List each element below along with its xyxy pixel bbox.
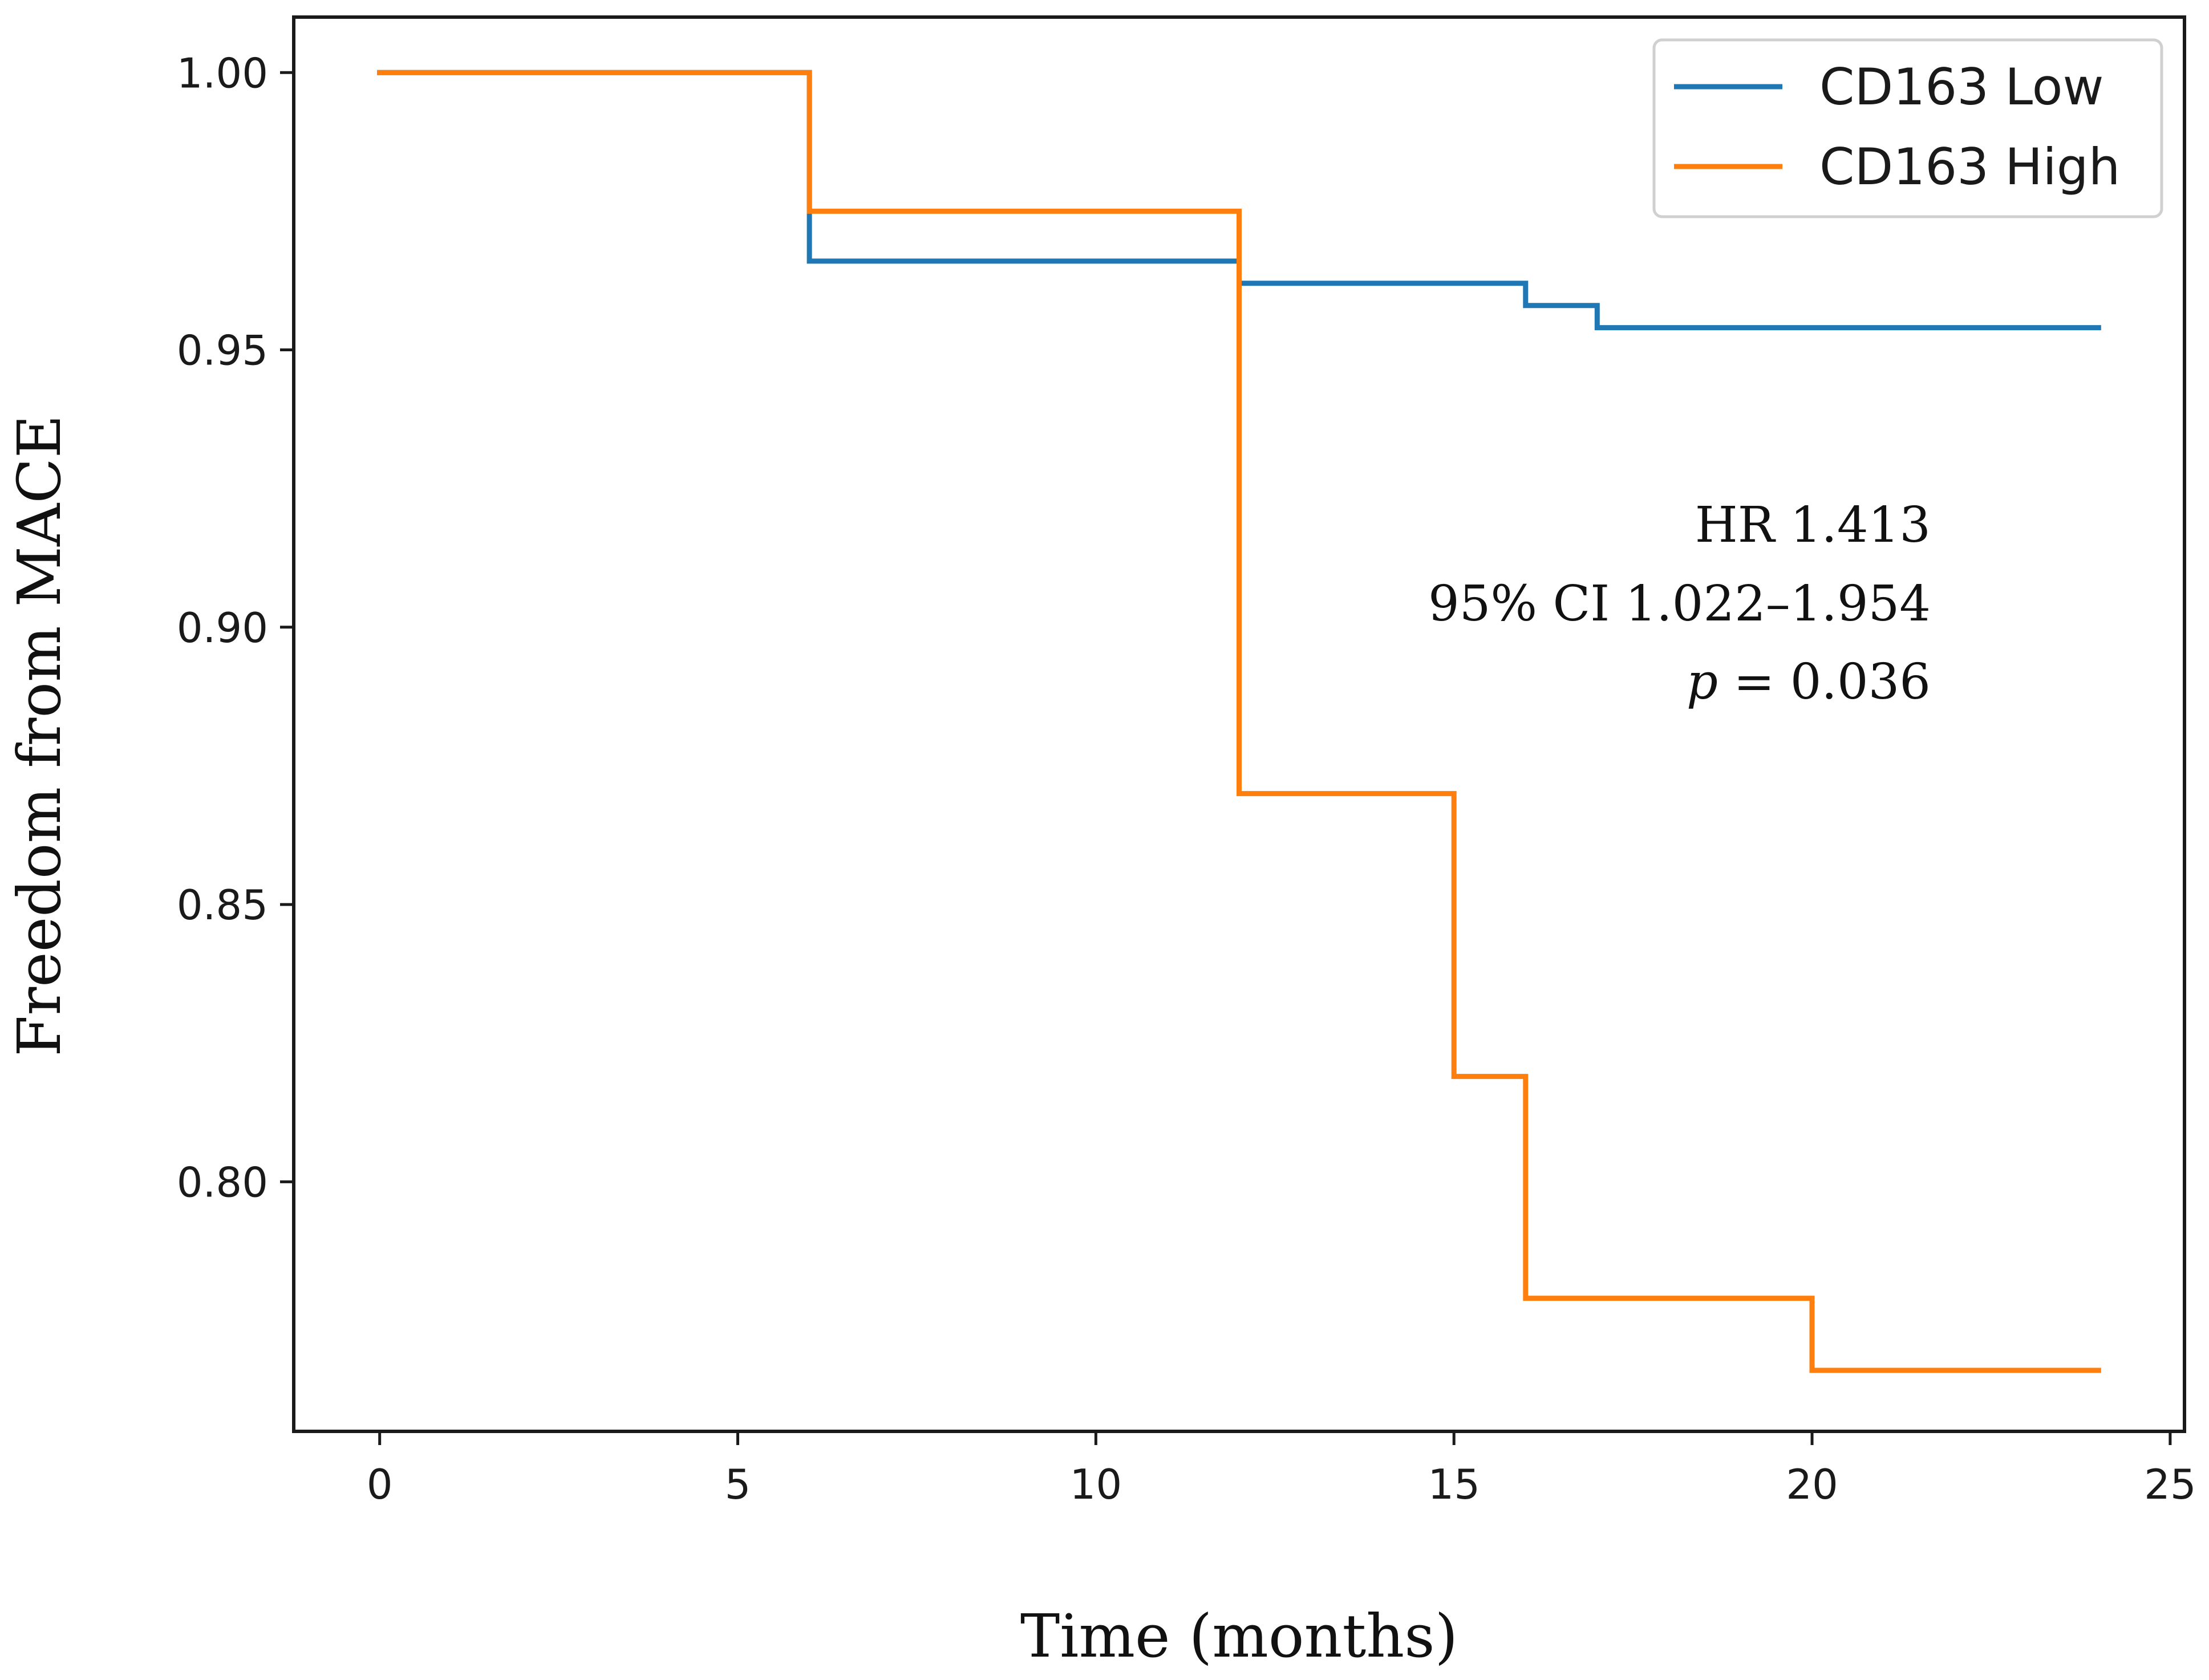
y-tick-label: 0.90 bbox=[177, 604, 268, 652]
y-tick-label: 1.00 bbox=[177, 49, 268, 97]
confidence-interval-text: 95% CI 1.022–1.954 bbox=[1428, 575, 1931, 632]
p-symbol: p bbox=[1687, 654, 1718, 711]
stats-annotation: HR 1.413 95% CI 1.022–1.954 p = 0.036 bbox=[1428, 497, 1931, 711]
y-tick-label: 0.80 bbox=[177, 1158, 268, 1206]
x-axis-title: Time (months) bbox=[1020, 1601, 1458, 1671]
y-tick-label: 0.85 bbox=[177, 881, 268, 929]
y-axis-title: Freedom from MACE bbox=[5, 415, 74, 1056]
x-tick-label: 5 bbox=[725, 1460, 751, 1508]
y-tick-label: 0.95 bbox=[177, 327, 268, 375]
legend: CD163 Low CD163 High bbox=[1652, 38, 2163, 218]
x-tick-label: 15 bbox=[1428, 1460, 1480, 1508]
x-axis: 0 5 10 15 20 25 bbox=[367, 1431, 2196, 1508]
legend-label-cd163-high: CD163 High bbox=[1819, 137, 2120, 196]
x-tick-label: 10 bbox=[1070, 1460, 1122, 1508]
y-axis: 0.80 0.85 0.90 0.95 1.00 bbox=[177, 49, 294, 1206]
series-layer bbox=[377, 70, 2101, 1373]
plot-area-frame bbox=[292, 15, 2186, 1433]
p-value: = 0.036 bbox=[1718, 654, 1931, 711]
p-value-text: p = 0.036 bbox=[1687, 654, 1931, 711]
hazard-ratio-text: HR 1.413 bbox=[1695, 497, 1931, 554]
x-tick-label: 0 bbox=[367, 1460, 393, 1508]
series-line-cd163-high bbox=[377, 70, 2101, 1373]
x-tick-label: 20 bbox=[1786, 1460, 1838, 1508]
legend-label-cd163-low: CD163 Low bbox=[1819, 58, 2103, 116]
x-tick-label: 25 bbox=[2144, 1460, 2196, 1508]
